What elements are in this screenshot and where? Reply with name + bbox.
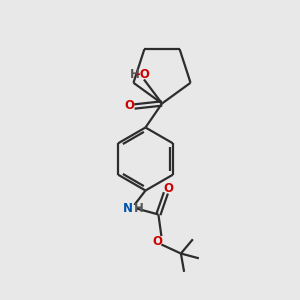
Text: O: O — [163, 182, 173, 195]
Text: O: O — [124, 99, 134, 112]
Text: N: N — [123, 202, 133, 215]
Text: O: O — [152, 235, 162, 248]
Text: H: H — [130, 68, 140, 81]
Text: -O: -O — [136, 68, 151, 81]
Text: H: H — [134, 202, 144, 215]
